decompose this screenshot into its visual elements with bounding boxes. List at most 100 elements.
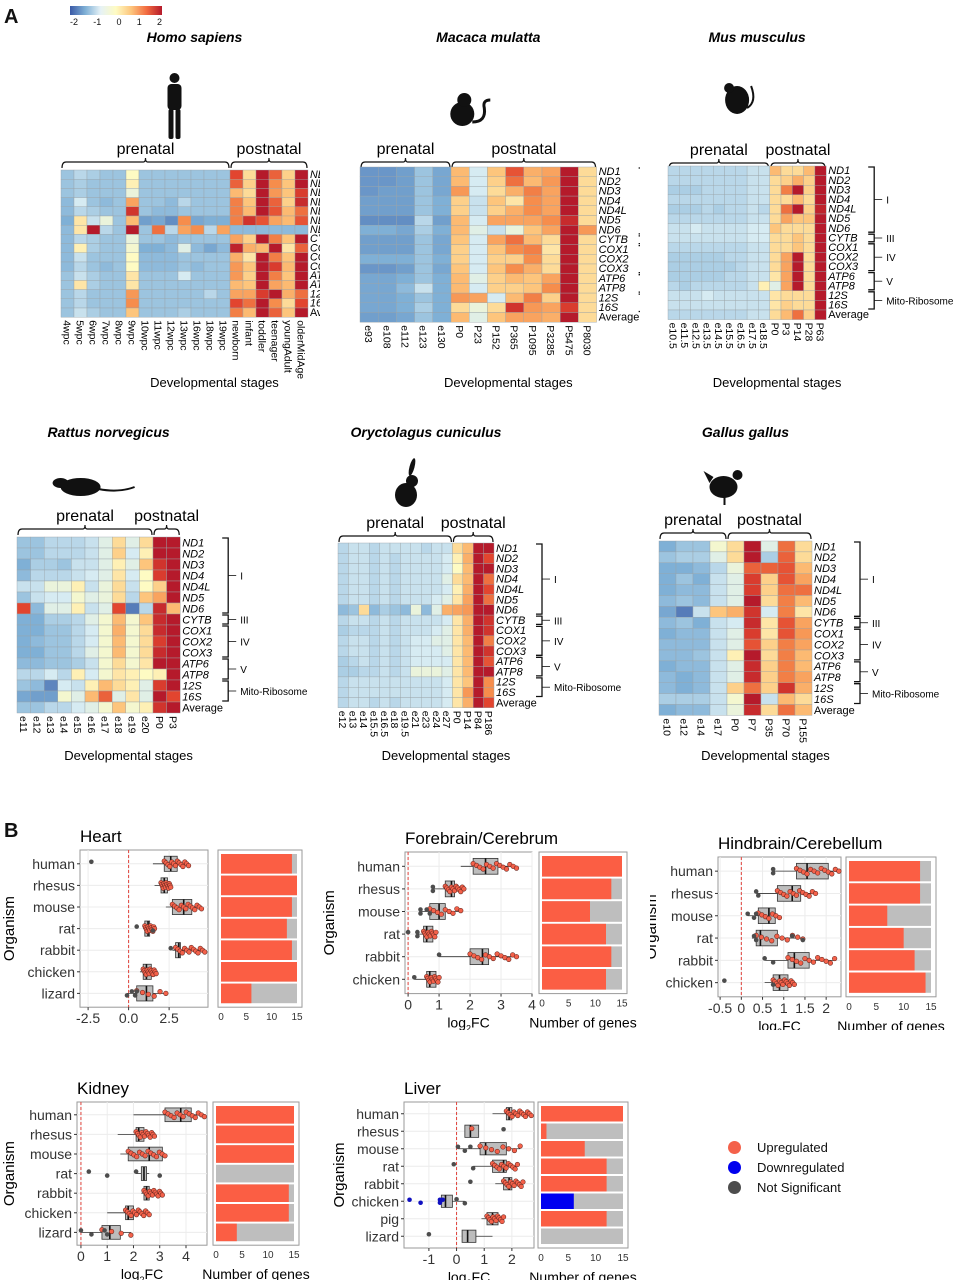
gene-label: 12S — [496, 677, 516, 689]
heatmap-cell — [675, 540, 694, 553]
heatmap-cell — [794, 660, 813, 672]
heatmap-cell — [667, 232, 680, 243]
x-tick-label: 2 — [130, 1248, 138, 1264]
heatmap-cell — [441, 635, 453, 647]
postnatal-brace — [230, 157, 308, 169]
heatmap-cell — [359, 244, 379, 255]
heatmap-cell — [229, 289, 244, 300]
heatmap-cell — [294, 234, 309, 244]
heatmap-cell — [337, 635, 349, 647]
heatmap-cell — [777, 540, 796, 553]
heatmap-cell — [468, 176, 488, 187]
heatmap-cell — [667, 252, 680, 263]
heatmap-cell — [337, 666, 349, 678]
heatmap-cell — [84, 569, 99, 582]
heatmap-cell — [203, 197, 218, 208]
gene-label: ND2 — [828, 175, 850, 187]
heatmap-cell — [559, 254, 579, 265]
heatmap-cell — [667, 300, 680, 311]
heatmap-cell — [769, 232, 782, 243]
complex-label: Mito-Ribosome — [886, 296, 954, 307]
heatmap-cell — [472, 573, 484, 585]
heatmap-cell — [389, 583, 401, 595]
heatmap-cell — [450, 302, 470, 313]
heatmap-cell — [709, 627, 728, 640]
heatmap-cell — [16, 635, 31, 648]
x-tick-label: -0.5 — [708, 1000, 732, 1016]
heatmap-cell — [268, 178, 283, 189]
heatmap-cell — [452, 635, 463, 647]
heatmap-cell — [378, 244, 397, 255]
heatmap-cell — [111, 646, 126, 659]
heatmap-cell — [369, 676, 380, 688]
gene-label: ND4 — [599, 195, 621, 207]
heatmap-cell — [203, 289, 218, 300]
bar-x-tick-label: 0 — [538, 1253, 544, 1264]
heatmap-cell — [125, 624, 140, 637]
heatmap-cell — [86, 234, 101, 244]
gene-label: ATP8 — [598, 283, 627, 295]
dev-stages-label: Developmental stages — [713, 375, 842, 390]
x-tick-label: 0.0 — [119, 1010, 139, 1026]
heatmap-cell — [420, 676, 432, 688]
heatmap-cell — [724, 261, 737, 272]
box-panel-frame — [403, 1101, 535, 1249]
heatmap-cell — [483, 676, 495, 688]
heatmap-cell — [452, 645, 463, 657]
heatmap-cell — [724, 290, 737, 301]
chicken-head — [732, 470, 743, 480]
heatmap-cell — [44, 646, 59, 659]
heatmap-cell — [692, 562, 711, 574]
heatmap-cell — [125, 224, 140, 235]
point-upregulated — [450, 910, 456, 916]
heatmap-cell — [735, 300, 748, 311]
heatmap-cell — [760, 638, 779, 651]
stage-label: e15 — [71, 716, 83, 734]
heatmap-cell — [358, 666, 370, 678]
point-upregulated — [146, 1212, 152, 1218]
gene-label: COX2 — [814, 639, 844, 651]
heatmap-cell — [675, 595, 694, 607]
heatmap-cell — [523, 302, 543, 313]
point-upregulated — [488, 1147, 495, 1153]
heatmap-cell — [679, 165, 691, 176]
heatmap-cell — [400, 594, 412, 606]
heatmap-cell — [255, 243, 270, 254]
heatmap-cell — [294, 252, 309, 263]
heatmap-cell — [441, 594, 453, 606]
heatmap-cell — [229, 224, 244, 235]
heatmap-cell — [414, 224, 433, 236]
heatmap-cell — [112, 206, 127, 217]
heatmap-cell — [743, 562, 762, 574]
complex-bracket — [536, 677, 543, 698]
heatmap-cell — [152, 646, 167, 659]
heatmap-cell — [658, 704, 677, 716]
heatmap-cell — [359, 224, 379, 236]
organism-label: lizard — [366, 1228, 399, 1244]
heatmap-cell — [472, 542, 484, 554]
heatmap-cell — [98, 646, 113, 659]
stage-label: e20 — [139, 716, 151, 734]
heatmap-cell — [152, 602, 167, 615]
point-not-significant — [104, 1232, 110, 1237]
heatmap-cell — [414, 176, 433, 187]
heatmap-cell — [743, 682, 762, 694]
point-upregulated — [139, 989, 146, 996]
heatmap-cell — [712, 223, 725, 234]
heatmap-cell — [679, 309, 691, 320]
heatmap-cell — [675, 649, 694, 662]
heatmap-cell — [348, 635, 359, 647]
heatmap-cell — [138, 270, 153, 281]
heatmap-cell — [112, 188, 127, 198]
heatmap-cell — [701, 309, 714, 320]
heatmap-cell — [726, 671, 745, 683]
heatmap-cell — [578, 195, 597, 207]
stage-label: e18.5 — [757, 323, 769, 349]
heatmap-cell — [432, 205, 452, 216]
heatmap-cell — [44, 569, 59, 582]
heatmap-cell — [410, 563, 422, 575]
heatmap-cell — [229, 197, 244, 208]
heatmap-cell — [658, 606, 677, 618]
heatmap-cell — [125, 261, 140, 272]
heatmap-cell — [177, 178, 192, 189]
